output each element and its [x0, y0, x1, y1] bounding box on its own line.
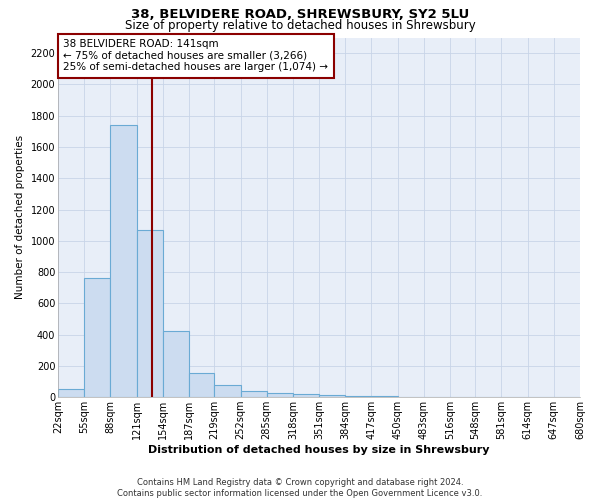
Bar [345, 396, 371, 397]
X-axis label: Distribution of detached houses by size in Shrewsbury: Distribution of detached houses by size … [148, 445, 490, 455]
Bar [110, 125, 137, 397]
Bar [137, 230, 163, 397]
Bar [84, 278, 110, 397]
Bar [214, 384, 241, 397]
Bar [189, 373, 214, 397]
Bar [266, 393, 293, 397]
Bar [293, 394, 319, 397]
Bar [241, 390, 266, 397]
Text: Contains HM Land Registry data © Crown copyright and database right 2024.
Contai: Contains HM Land Registry data © Crown c… [118, 478, 482, 498]
Bar [163, 332, 189, 397]
Bar [58, 388, 84, 397]
Y-axis label: Number of detached properties: Number of detached properties [15, 136, 25, 300]
Bar [371, 396, 398, 397]
Text: 38, BELVIDERE ROAD, SHREWSBURY, SY2 5LU: 38, BELVIDERE ROAD, SHREWSBURY, SY2 5LU [131, 8, 469, 20]
Bar [319, 396, 345, 397]
Text: 38 BELVIDERE ROAD: 141sqm
← 75% of detached houses are smaller (3,266)
25% of se: 38 BELVIDERE ROAD: 141sqm ← 75% of detac… [64, 40, 328, 72]
Text: Size of property relative to detached houses in Shrewsbury: Size of property relative to detached ho… [125, 18, 475, 32]
